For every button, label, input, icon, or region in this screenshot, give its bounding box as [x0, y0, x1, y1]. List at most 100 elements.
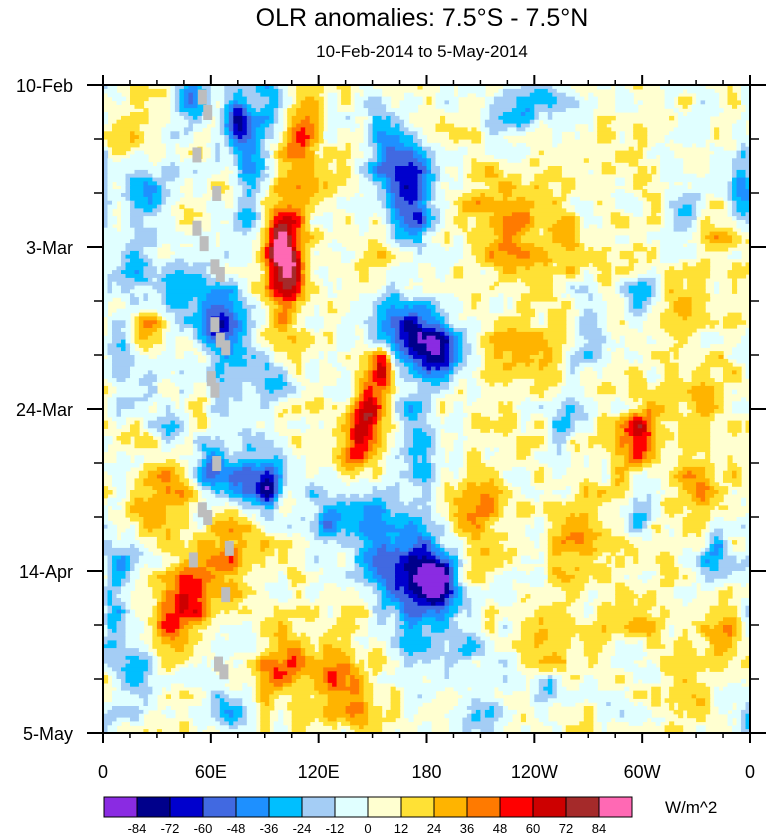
- field-cell: [413, 547, 428, 553]
- field-cell: [449, 567, 455, 572]
- field-cell: [103, 486, 109, 491]
- field-cell: [219, 540, 230, 545]
- field-cell: [354, 393, 360, 399]
- field-cell: [350, 196, 378, 202]
- field-cell: [386, 254, 396, 260]
- field-cell: [493, 212, 513, 217]
- field-cell: [233, 108, 243, 113]
- field-cell: [130, 177, 154, 183]
- field-cell: [714, 281, 720, 287]
- field-cell: [678, 424, 711, 429]
- field-cell: [368, 127, 374, 132]
- field-cell: [287, 351, 302, 356]
- field-cell: [431, 443, 437, 449]
- field-cell: [484, 193, 504, 198]
- field-cell: [493, 281, 499, 287]
- field-cell: [610, 463, 625, 468]
- field-cell: [255, 200, 261, 206]
- field-cell: [165, 293, 207, 298]
- field-cell: [121, 432, 140, 437]
- field-cell: [309, 142, 315, 148]
- field-cell: [678, 208, 693, 213]
- field-cell: [628, 409, 643, 414]
- field-cell: [215, 154, 221, 159]
- field-cell: [538, 351, 544, 356]
- field-cell: [381, 142, 405, 148]
- field-cell: [350, 439, 356, 445]
- field-cell: [390, 227, 396, 233]
- field-cell: [691, 104, 720, 109]
- field-cell: [691, 308, 706, 314]
- field-cell: [669, 204, 684, 210]
- field-cell: [107, 196, 127, 202]
- field-cell: [399, 127, 410, 132]
- field-cell: [381, 401, 387, 406]
- field-cell: [413, 482, 432, 487]
- field-cell: [368, 239, 378, 244]
- field-cell: [264, 420, 275, 426]
- field-cell: [116, 420, 127, 426]
- field-cell: [408, 393, 432, 399]
- field-cell: [404, 459, 414, 464]
- field-cell: [219, 490, 225, 495]
- field-cell: [426, 181, 432, 186]
- field-cell: [404, 96, 423, 102]
- field-cell: [574, 223, 580, 229]
- field-cell: [121, 193, 131, 198]
- field-cell: [664, 289, 670, 294]
- field-cell: [345, 501, 351, 507]
- field-cell: [498, 173, 504, 179]
- field-cell: [103, 536, 118, 541]
- field-cell: [664, 285, 684, 291]
- field-cell: [516, 328, 567, 333]
- field-cell: [502, 351, 513, 356]
- field-cell: [269, 355, 275, 360]
- field-cell: [534, 420, 544, 426]
- field-cell: [228, 177, 239, 183]
- field-cell: [287, 355, 302, 360]
- field-cell: [637, 358, 643, 364]
- field-cell: [705, 247, 729, 252]
- field-cell: [579, 328, 603, 333]
- field-cell: [305, 486, 324, 491]
- field-cell: [345, 146, 351, 152]
- field-cell: [552, 544, 594, 549]
- field-cell: [345, 405, 351, 410]
- field-cell: [422, 189, 428, 194]
- field-cell: [224, 320, 230, 325]
- field-cell: [183, 158, 194, 163]
- field-cell: [507, 297, 513, 302]
- field-cell: [309, 231, 324, 237]
- field-cell: [714, 536, 720, 541]
- field-cell: [130, 490, 158, 495]
- field-cell: [565, 536, 585, 541]
- field-cell: [372, 154, 378, 159]
- field-cell: [318, 177, 347, 183]
- field-cell: [188, 96, 194, 102]
- field-cell: [264, 285, 270, 291]
- field-cell: [435, 544, 441, 549]
- field-cell: [291, 115, 306, 121]
- field-cell: [192, 115, 198, 121]
- field-cell: [552, 347, 562, 352]
- field-cell: [651, 412, 661, 418]
- field-cell: [466, 540, 499, 545]
- field-cell: [287, 131, 293, 136]
- field-cell: [404, 216, 414, 221]
- field-cell: [422, 231, 428, 237]
- field-cell: [278, 162, 293, 167]
- field-cell: [732, 250, 742, 256]
- field-cell: [493, 428, 513, 433]
- field-cell: [660, 177, 733, 183]
- field-cell: [341, 513, 365, 518]
- field-cell: [493, 347, 553, 352]
- field-cell: [125, 185, 131, 190]
- field-cell: [345, 142, 351, 148]
- field-cell: [732, 162, 750, 167]
- field-cell: [458, 432, 464, 437]
- field-cell: [547, 320, 567, 325]
- field-cell: [363, 92, 383, 98]
- field-cell: [233, 123, 239, 129]
- field-cell: [736, 370, 742, 375]
- field-cell: [300, 100, 320, 105]
